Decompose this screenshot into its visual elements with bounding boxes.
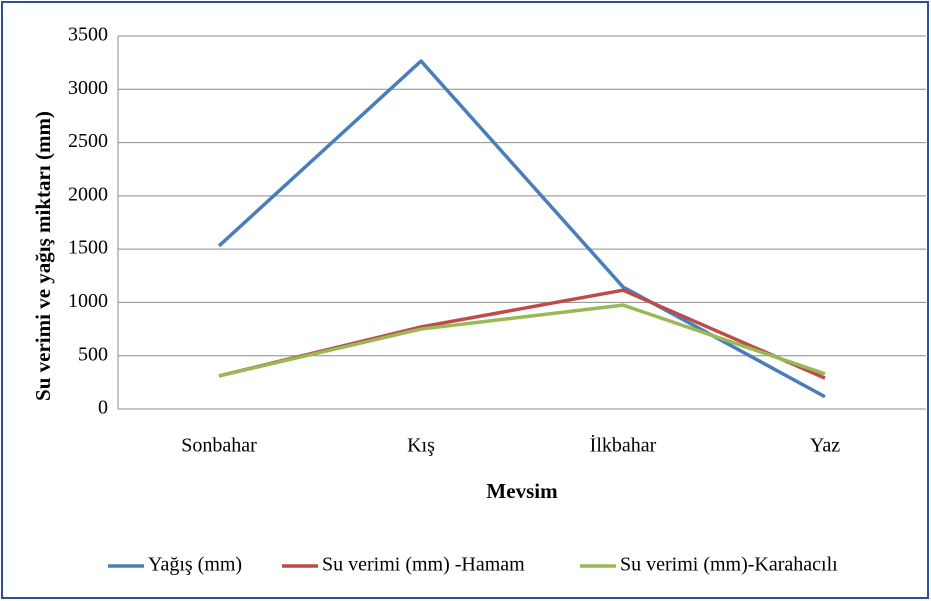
y-tick-label: 2500 [68,130,108,152]
x-tick-label: Sonbahar [181,435,257,457]
y-tick-label: 1000 [68,290,108,312]
y-tick-label: 500 [78,343,108,365]
x-tick-label: İlkbahar [590,434,657,457]
y-tick-label: 3000 [68,77,108,99]
x-tick-label: Yaz [810,435,840,457]
y-tick-label: 2000 [68,183,108,205]
y-tick-label: 3500 [68,24,108,46]
series-line [218,303,826,378]
y-axis-label: Su verimi ve yağış miktarı (mm) [31,111,55,401]
x-axis-label: Mevsim [486,479,558,503]
x-tick-label: Kış [407,435,435,457]
series-line [217,59,826,399]
legend-label: Su verimi (mm)-Karahacılı [620,554,838,576]
legend-label: Su verimi (mm) -Hamam [322,554,525,576]
y-tick-label: 1500 [68,237,108,259]
legend-label: Yağış (mm) [148,554,242,576]
y-tick-label: 0 [98,397,108,419]
